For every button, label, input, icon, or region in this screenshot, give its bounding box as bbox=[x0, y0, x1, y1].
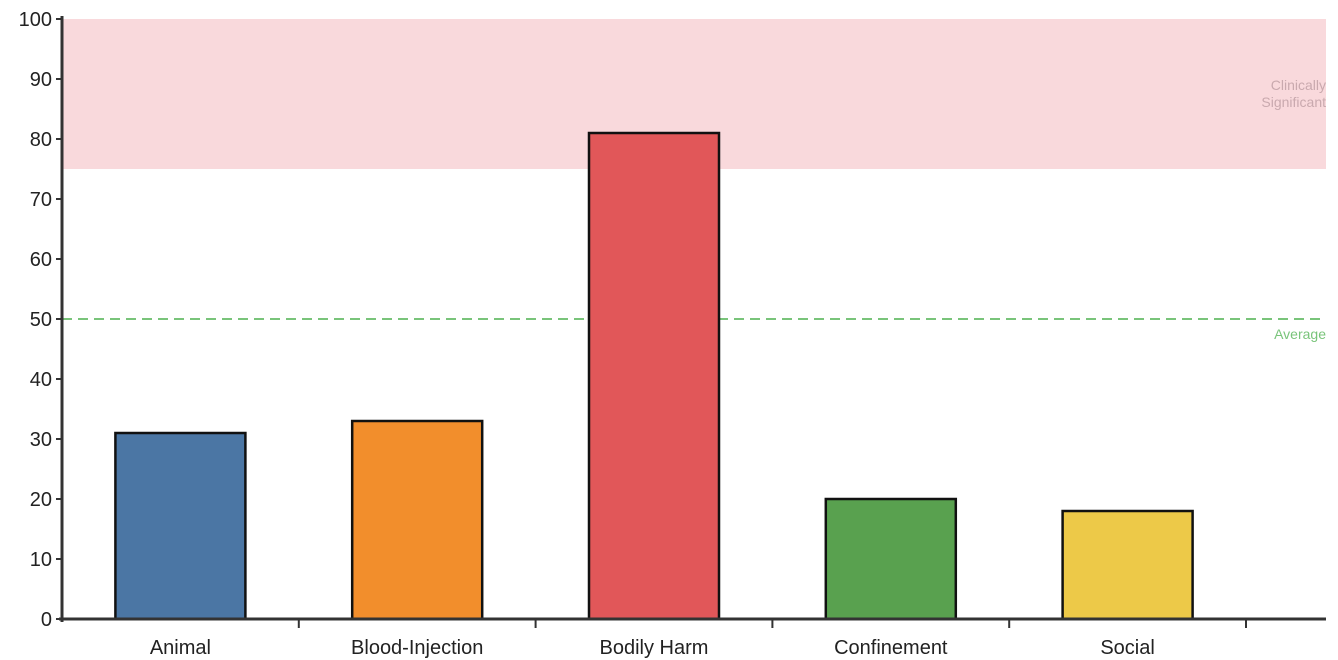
y-tick-label-90: 90 bbox=[30, 69, 52, 91]
bar-bodily-harm bbox=[587, 131, 721, 621]
y-tick-label-100: 100 bbox=[19, 9, 52, 31]
y-tick-label-60: 60 bbox=[30, 249, 52, 271]
y-tick-label-50: 50 bbox=[30, 309, 52, 331]
x-label-bodily-harm: Bodily Harm bbox=[600, 637, 709, 659]
band-label-line2: Significant bbox=[1261, 94, 1326, 110]
axes-layer bbox=[56, 16, 1326, 628]
y-tick-label-20: 20 bbox=[30, 489, 52, 511]
x-label-animal: Animal bbox=[150, 637, 211, 659]
band-label-line1: Clinically bbox=[1271, 77, 1326, 93]
y-tick-label-30: 30 bbox=[30, 429, 52, 451]
labels-layer: 0 10 20 30 40 50 60 70 80 90 100 Animal Blood-Inject… bbox=[19, 9, 1155, 659]
y-tick-label-10: 10 bbox=[30, 549, 52, 571]
bar-social bbox=[1061, 509, 1194, 621]
y-tick-label-0: 0 bbox=[41, 609, 52, 631]
bars-layer bbox=[114, 131, 1194, 621]
x-label-blood-injection: Blood-Injection bbox=[351, 637, 483, 659]
y-tick-label-80: 80 bbox=[30, 129, 52, 151]
average-label: Average bbox=[1274, 326, 1326, 342]
x-label-confinement: Confinement bbox=[834, 637, 948, 659]
y-tick-label-70: 70 bbox=[30, 189, 52, 211]
bar-blood-injection bbox=[350, 419, 484, 621]
x-label-social: Social bbox=[1100, 637, 1154, 659]
bar-animal bbox=[114, 431, 247, 621]
bar-confinement bbox=[824, 497, 958, 621]
y-tick-label-40: 40 bbox=[30, 369, 52, 391]
